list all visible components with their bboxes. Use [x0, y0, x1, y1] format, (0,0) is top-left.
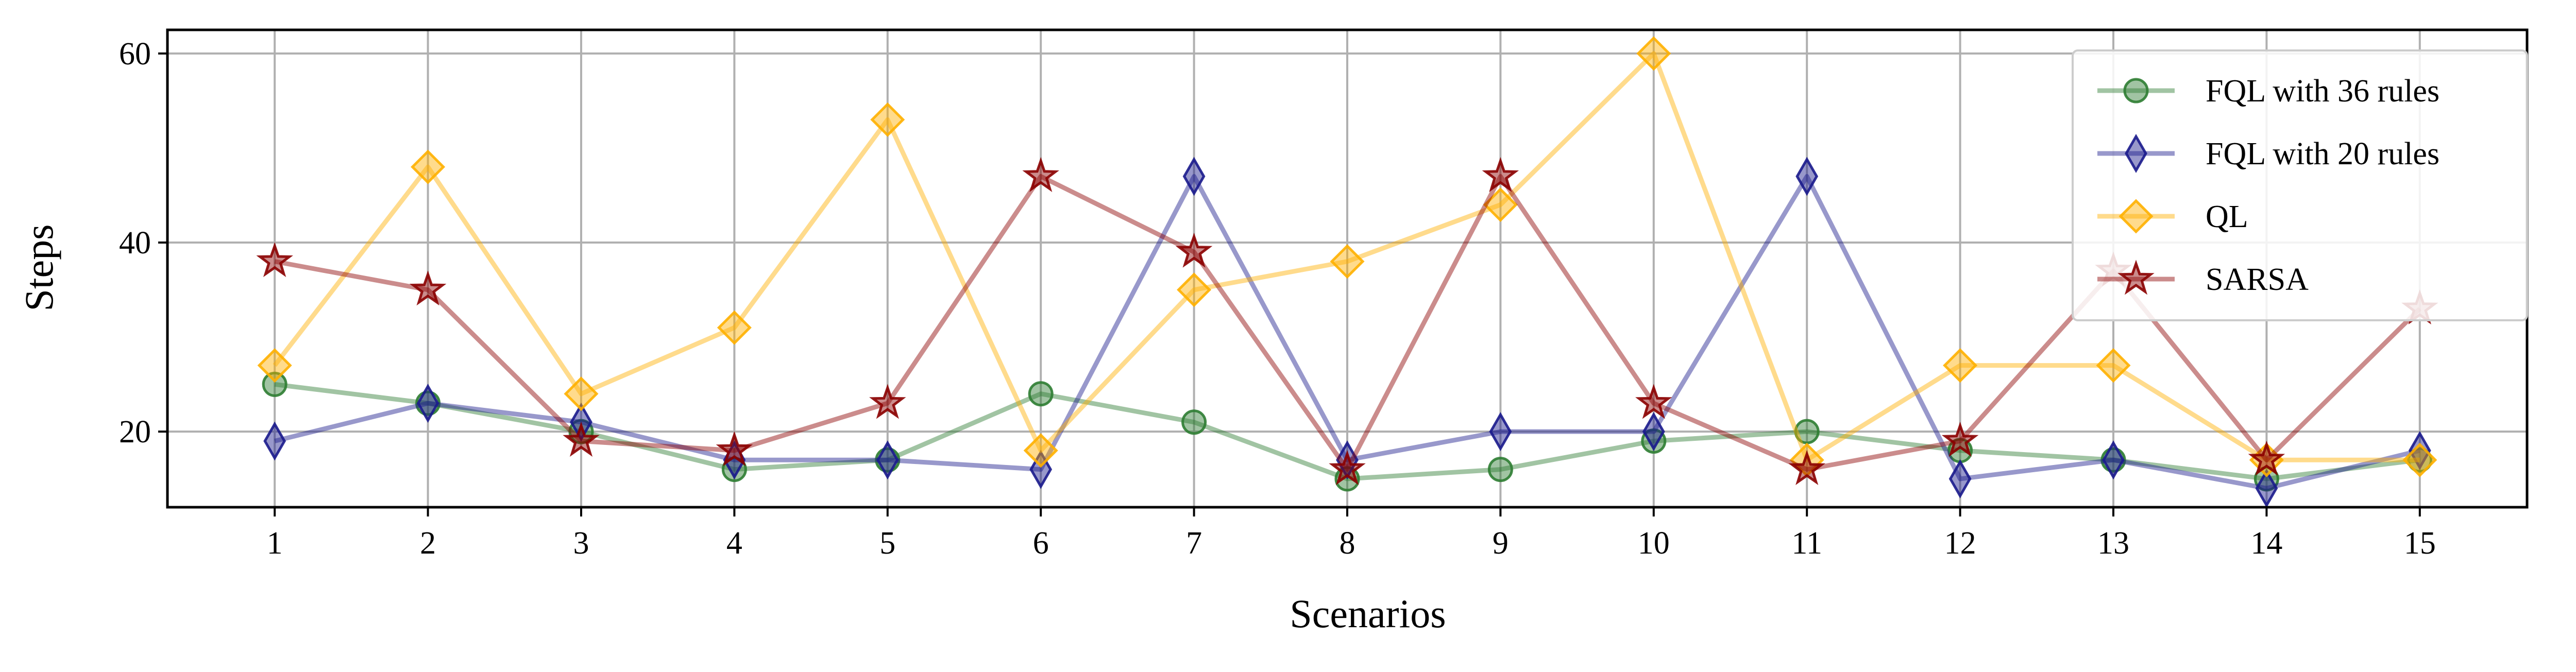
- data-point: [1022, 157, 1059, 192]
- y-tick-label: 60: [119, 37, 151, 72]
- data-point: [1642, 412, 1665, 452]
- legend-item: FQL with 20 rules: [2097, 133, 2439, 174]
- data-point: [1489, 412, 1512, 452]
- data-point: [1788, 450, 1825, 485]
- data-point: [876, 440, 899, 480]
- data-point: [717, 310, 752, 345]
- legend-label: SARSA: [2206, 262, 2309, 297]
- x-tick-label: 13: [2097, 526, 2129, 561]
- legend-item: FQL with 36 rules: [2097, 74, 2439, 109]
- series-2: [263, 157, 2431, 508]
- series-4: [256, 157, 2438, 485]
- series-line: [273, 51, 2420, 462]
- x-tick-label: 4: [726, 526, 742, 561]
- x-tick-label: 10: [1638, 526, 1670, 561]
- legend-item: SARSA: [2097, 260, 2309, 297]
- data-point: [2102, 440, 2125, 480]
- data-point: [262, 371, 287, 397]
- data-point: [716, 431, 753, 467]
- x-tick-label: 8: [1340, 526, 1355, 561]
- y-tick-label: 20: [119, 415, 151, 450]
- series-line: [274, 174, 2420, 491]
- x-tick-label: 7: [1186, 526, 1202, 561]
- data-point: [263, 421, 286, 461]
- legend-marker: [2125, 133, 2147, 174]
- data-point: [1795, 157, 1819, 196]
- data-point: [1948, 459, 1972, 498]
- data-point: [411, 149, 446, 184]
- x-tick-label: 6: [1033, 526, 1049, 561]
- data-point: [564, 376, 599, 411]
- data-point: [1177, 272, 1212, 307]
- x-tick-label: 14: [2250, 526, 2282, 561]
- data-point: [1023, 433, 1058, 468]
- data-point: [2407, 447, 2433, 473]
- data-point: [1028, 381, 1054, 407]
- x-tick-label: 3: [573, 526, 589, 561]
- data-point: [2248, 440, 2285, 476]
- data-point: [1482, 157, 1519, 192]
- x-tick-label: 15: [2404, 526, 2436, 561]
- data-point: [1330, 244, 1365, 279]
- legend-item: QL: [2097, 199, 2248, 234]
- x-tick-label: 2: [420, 526, 436, 561]
- data-point: [1635, 384, 1672, 419]
- x-axis-title: Scenarios: [1290, 591, 1446, 636]
- data-point: [416, 384, 439, 423]
- legend: FQL with 36 rules FQL with 20 rules QL SARS…: [2072, 49, 2528, 321]
- data-point: [2255, 469, 2278, 508]
- legend-box: [2072, 49, 2528, 321]
- data-point: [1483, 187, 1518, 222]
- y-axis-title: Steps: [16, 224, 61, 311]
- data-point: [1181, 409, 1207, 435]
- series-group: [256, 36, 2438, 508]
- data-point: [1487, 457, 1513, 483]
- data-point: [256, 242, 293, 278]
- legend-label: QL: [2206, 199, 2248, 234]
- legend-label: FQL with 36 rules: [2206, 74, 2439, 109]
- y-tick-label: 40: [119, 226, 151, 261]
- x-tick-label: 11: [1791, 526, 1822, 561]
- x-tick-label: 9: [1493, 526, 1509, 561]
- data-point: [2402, 442, 2437, 477]
- data-point: [870, 102, 905, 137]
- data-point: [257, 348, 292, 383]
- series-line: [274, 174, 2421, 472]
- legend-marker: [2117, 260, 2155, 295]
- data-point: [1175, 232, 1213, 268]
- data-point: [1636, 36, 1671, 71]
- data-point: [1941, 421, 1979, 457]
- x-tick-label: 1: [267, 526, 283, 561]
- legend-marker: [2123, 78, 2149, 104]
- data-point: [1329, 450, 1366, 485]
- data-point: [1182, 157, 1206, 196]
- data-point: [869, 384, 906, 419]
- x-tick-label: 12: [1944, 526, 1976, 561]
- data-point: [2096, 348, 2131, 383]
- data-point: [409, 270, 447, 306]
- legend-label: FQL with 20 rules: [2206, 136, 2439, 171]
- data-point: [2408, 430, 2431, 470]
- data-point: [1943, 348, 1978, 383]
- data-point: [563, 421, 600, 457]
- x-tick-label: 5: [879, 526, 895, 561]
- legend-marker: [2119, 199, 2154, 234]
- data-point: [1641, 428, 1667, 454]
